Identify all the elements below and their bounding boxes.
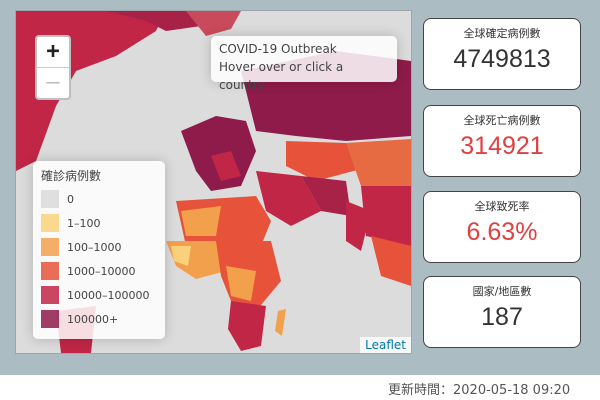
footer: 更新時間：2020-05-18 09:20 xyxy=(0,375,600,400)
card-total-cases: 全球確定病例數 4749813 xyxy=(423,18,581,90)
info-hint: Hover over or click a country xyxy=(219,60,344,92)
legend-label: 100000+ xyxy=(67,312,119,326)
map-legend: 確診病例數 0 1–100 100–1000 1000–10000 10000–1000… xyxy=(33,161,165,339)
update-time: 更新時間：2020-05-18 09:20 xyxy=(388,383,571,398)
legend-item: 0 xyxy=(41,187,157,211)
legend-item: 100–1000 xyxy=(41,235,157,259)
legend-item: 10000–100000 xyxy=(41,283,157,307)
legend-label: 1000–10000 xyxy=(67,264,136,278)
legend-item: 1000–10000 xyxy=(41,259,157,283)
info-panel: COVID-19 Outbreak Hover over or click a … xyxy=(211,36,397,92)
legend-title: 確診病例數 xyxy=(41,169,102,183)
legend-label: 0 xyxy=(67,192,74,206)
legend-item: 1–100 xyxy=(41,211,157,235)
legend-label: 1–100 xyxy=(67,216,101,230)
card-label: 全球確定病例數 xyxy=(463,27,541,40)
legend-label: 10000–100000 xyxy=(67,288,150,302)
legend-swatch xyxy=(41,262,59,280)
legend-swatch xyxy=(41,214,59,232)
legend-swatch xyxy=(41,238,59,256)
info-title: COVID-19 Outbreak xyxy=(219,42,337,56)
world-map[interactable]: + — COVID-19 Outbreak Hover over or clic… xyxy=(15,10,412,354)
card-value: 4749813 xyxy=(453,45,551,73)
card-value: 187 xyxy=(481,303,523,331)
zoom-control: + — xyxy=(35,35,71,100)
legend-swatch xyxy=(41,190,59,208)
card-label: 全球死亡病例數 xyxy=(463,114,541,127)
card-fatality-rate: 全球致死率 6.63% xyxy=(423,191,581,263)
legend-swatch xyxy=(41,310,59,328)
card-label: 國家/地區數 xyxy=(472,285,532,298)
card-country-count: 國家/地區數 187 xyxy=(423,276,581,348)
card-value: 6.63% xyxy=(466,218,538,246)
card-value: 314921 xyxy=(460,132,544,160)
leaflet-attribution-link[interactable]: Leaflet xyxy=(360,337,411,353)
legend-item: 100000+ xyxy=(41,307,157,331)
map-countries[interactable] xyxy=(16,11,411,353)
card-label: 全球致死率 xyxy=(474,200,530,213)
card-total-deaths: 全球死亡病例數 314921 xyxy=(423,105,581,177)
legend-label: 100–1000 xyxy=(67,240,122,254)
legend-swatch xyxy=(41,286,59,304)
zoom-in-button[interactable]: + xyxy=(37,37,69,68)
zoom-out-button[interactable]: — xyxy=(46,70,60,95)
